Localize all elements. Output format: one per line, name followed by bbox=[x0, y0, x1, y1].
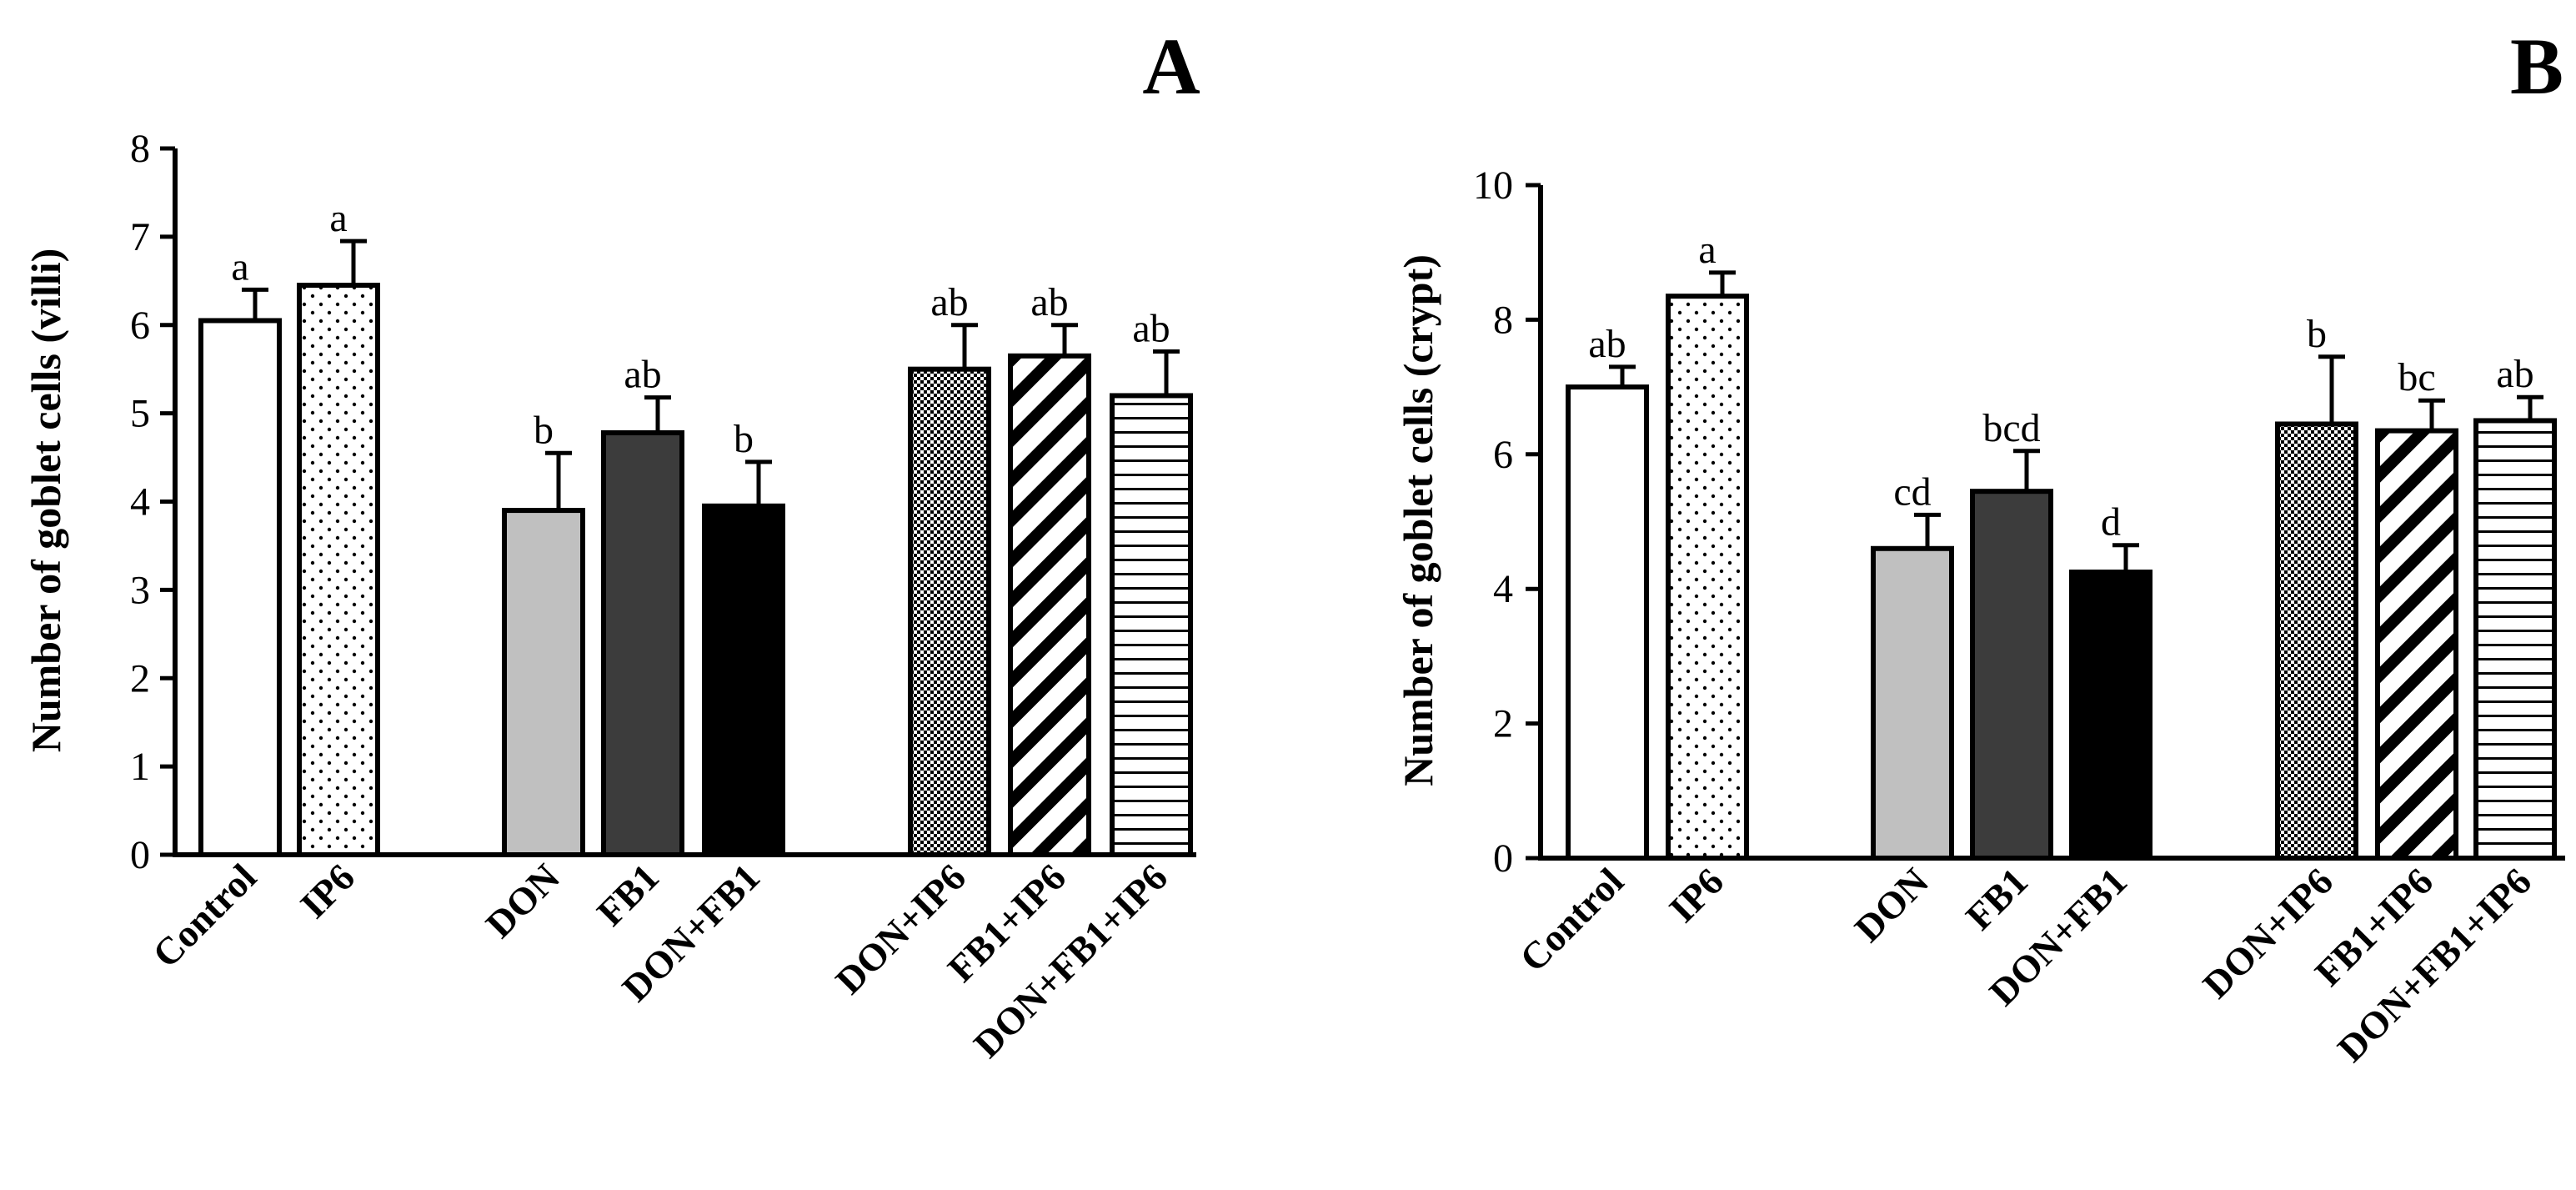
y-tick-label-a: 2 bbox=[130, 656, 150, 700]
bar-b-1 bbox=[1666, 294, 1749, 861]
y-tick-label-a: 5 bbox=[130, 392, 150, 436]
category-label-b-0: Control bbox=[1511, 860, 1631, 980]
y-tick-label-b: 4 bbox=[1493, 567, 1513, 611]
category-label-a-2: DON bbox=[478, 856, 568, 946]
bar-a-1 bbox=[297, 283, 380, 857]
bar-a-6 bbox=[1008, 353, 1091, 857]
y-tick-label-a: 8 bbox=[130, 127, 150, 171]
bar-b-5 bbox=[2275, 421, 2358, 861]
y-tick-label-b: 0 bbox=[1493, 836, 1513, 881]
y-tick-label-a: 0 bbox=[130, 833, 150, 877]
significance-letter-a-6: ab bbox=[1030, 280, 1068, 324]
category-label-a-3: FB1 bbox=[589, 856, 667, 934]
bar-b-7 bbox=[2473, 418, 2557, 861]
chart-panel-a: 0 1 2 3 4 5 6 7 8 Number of goblet cells (villi) A… bbox=[23, 22, 1200, 1066]
significance-letter-b-2: cd bbox=[1893, 469, 1931, 514]
y-tick-label-b: 6 bbox=[1493, 433, 1513, 477]
significance-letter-a-5: ab bbox=[930, 280, 968, 324]
bar-a-3 bbox=[601, 429, 684, 857]
significance-letter-b-7: ab bbox=[2496, 352, 2533, 396]
significance-letter-a-0: a bbox=[231, 244, 248, 289]
significance-letter-b-4: d bbox=[2101, 500, 2121, 545]
y-axis-label-a: Number of goblet cells (villi) bbox=[23, 249, 69, 753]
bar-a-5 bbox=[908, 366, 991, 857]
significance-letter-b-1: a bbox=[1698, 228, 1716, 272]
y-tick-label-a: 1 bbox=[130, 745, 150, 789]
category-label-b-1: IP6 bbox=[1661, 860, 1732, 931]
category-label-a-5: DON+IP6 bbox=[827, 856, 974, 1002]
y-tick-label-b: 8 bbox=[1493, 298, 1513, 342]
bar-b-3 bbox=[1970, 489, 2053, 861]
y-tick-label-b: 2 bbox=[1493, 702, 1513, 746]
y-tick-label-a: 4 bbox=[130, 480, 150, 525]
significance-letter-a-1: a bbox=[329, 196, 347, 240]
bar-b-0 bbox=[1566, 384, 1649, 861]
bar-b-4 bbox=[2069, 570, 2153, 861]
category-label-a-0: Control bbox=[144, 856, 264, 976]
y-tick-label-a: 7 bbox=[130, 215, 150, 259]
panel-label-a: A bbox=[1142, 22, 1200, 111]
significance-letter-b-3: bcd bbox=[1982, 406, 2040, 450]
y-tick-label-a: 3 bbox=[130, 568, 150, 612]
significance-letter-a-7: ab bbox=[1132, 307, 1170, 351]
category-label-a-1: IP6 bbox=[292, 856, 363, 926]
y-axis-label-b: Number of goblet cells (crypt) bbox=[1395, 254, 1441, 786]
bar-a-0 bbox=[198, 318, 282, 857]
bar-b-6 bbox=[2375, 428, 2458, 861]
category-label-b-3: FB1 bbox=[1957, 860, 2036, 938]
bar-b-2 bbox=[1871, 545, 1954, 861]
significance-letter-b-5: b bbox=[2307, 312, 2327, 356]
significance-letter-b-0: ab bbox=[1588, 322, 1626, 366]
significance-letter-a-3: ab bbox=[624, 353, 661, 397]
significance-letter-a-4: b bbox=[734, 417, 754, 461]
bar-a-4 bbox=[702, 503, 785, 857]
y-tick-label-b: 10 bbox=[1473, 163, 1513, 208]
panel-label-b: B bbox=[2510, 22, 2563, 111]
category-label-b-2: DON bbox=[1847, 860, 1937, 950]
category-label-b-5: DON+IP6 bbox=[2194, 860, 2341, 1007]
significance-letter-b-6: bc bbox=[2398, 355, 2435, 399]
bar-a-2 bbox=[502, 508, 585, 858]
significance-letter-a-2: b bbox=[534, 408, 554, 452]
bar-a-7 bbox=[1110, 393, 1193, 857]
y-tick-label-a: 6 bbox=[130, 304, 150, 348]
